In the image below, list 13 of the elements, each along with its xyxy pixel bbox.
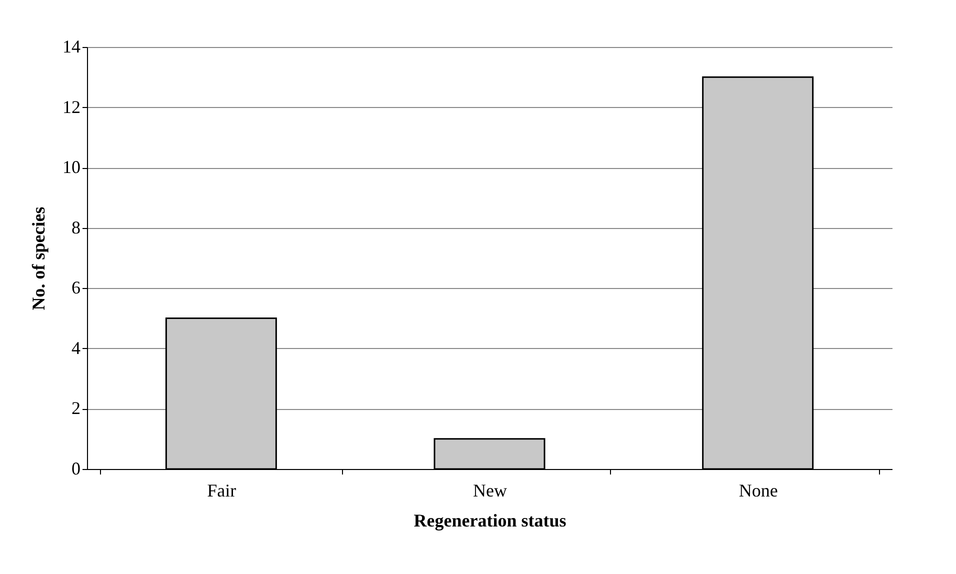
y-tick-label: 2 bbox=[72, 398, 80, 418]
x-tick-label: None bbox=[738, 480, 778, 500]
y-tick-label: 8 bbox=[72, 217, 80, 238]
y-tick-label: 4 bbox=[72, 338, 80, 358]
x-axis-title: Regeneration status bbox=[414, 510, 566, 530]
y-axis-title: No. of species bbox=[28, 206, 48, 310]
y-tick-label: 12 bbox=[62, 96, 80, 117]
x-tick-label: New bbox=[473, 480, 507, 500]
y-tick-label: 0 bbox=[72, 458, 80, 478]
y-tick-label: 10 bbox=[62, 157, 80, 178]
y-tick-label: 14 bbox=[62, 36, 80, 56]
y-tick-label: 6 bbox=[72, 278, 80, 298]
x-tick-label: Fair bbox=[207, 480, 236, 500]
